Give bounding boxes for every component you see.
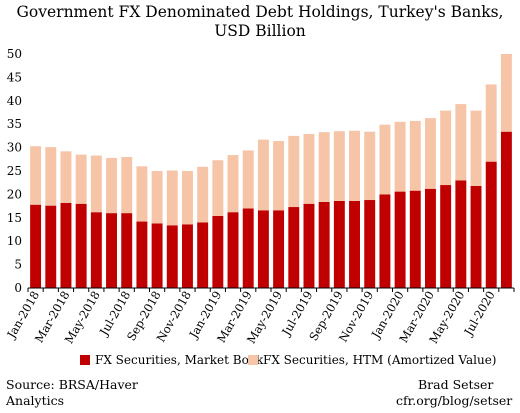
y-tick-label: 15 bbox=[7, 211, 22, 225]
bar-market-book-Mar-2019 bbox=[242, 208, 254, 288]
legend-item-market-book: FX Securities, Market Book bbox=[80, 353, 263, 367]
bar-market-book-Jun-2019 bbox=[288, 207, 300, 288]
bar-market-book-Aug-2020 bbox=[500, 131, 512, 288]
bar-market-book-Feb-2019 bbox=[227, 212, 239, 288]
bar-market-book-Aug-2019 bbox=[318, 201, 330, 288]
bar-market-book-Aug-2018 bbox=[136, 221, 148, 288]
bar-htm-Oct-2018 bbox=[166, 170, 178, 226]
chart-title: Government FX Denominated Debt Holdings,… bbox=[16, 3, 504, 21]
bar-market-book-Jul-2019 bbox=[303, 203, 315, 288]
bar-market-book-Jul-2020 bbox=[485, 161, 497, 288]
bar-htm-Jul-2018 bbox=[121, 156, 133, 214]
bar-market-book-Dec-2019 bbox=[379, 194, 391, 288]
bar-market-book-Apr-2020 bbox=[440, 185, 452, 288]
bar-market-book-Nov-2018 bbox=[182, 224, 193, 288]
bar-market-book-May-2018 bbox=[90, 212, 102, 288]
bar-htm-May-2018 bbox=[90, 155, 102, 213]
y-tick-label: 35 bbox=[7, 117, 22, 131]
y-tick-label: 20 bbox=[7, 187, 22, 201]
bar-htm-Sep-2019 bbox=[333, 131, 345, 201]
bar-market-book-Sep-2018 bbox=[151, 223, 163, 288]
bar-htm-Mar-2019 bbox=[242, 150, 254, 209]
bar-htm-Apr-2020 bbox=[440, 110, 452, 186]
source-note: Source: BRSA/Haver bbox=[6, 377, 138, 392]
bar-market-book-May-2019 bbox=[273, 210, 285, 288]
source-note-2: Analytics bbox=[6, 393, 65, 408]
bar-market-book-Feb-2020 bbox=[409, 190, 421, 288]
bar-market-book-Jun-2020 bbox=[470, 185, 482, 288]
bar-htm-Feb-2019 bbox=[227, 155, 239, 213]
author-name: Brad Setser bbox=[418, 377, 494, 392]
y-tick-label: 40 bbox=[7, 94, 22, 108]
bar-htm-Jan-2019 bbox=[212, 160, 224, 216]
legend-label-htm: FX Securities, HTM (Amortized Value) bbox=[263, 353, 497, 367]
bar-htm-Jun-2020 bbox=[470, 110, 482, 186]
bar-market-book-Jun-2018 bbox=[106, 213, 117, 288]
bar-htm-Aug-2018 bbox=[136, 166, 148, 222]
bar-htm-Jun-2018 bbox=[106, 157, 117, 214]
bar-market-book-Jan-2020 bbox=[394, 191, 406, 288]
bar-market-book-Jan-2018 bbox=[30, 204, 42, 288]
bar-htm-Feb-2018 bbox=[45, 147, 57, 206]
bar-htm-Nov-2019 bbox=[364, 131, 376, 201]
bar-htm-Apr-2019 bbox=[257, 139, 269, 211]
bar-htm-Sep-2018 bbox=[151, 171, 163, 224]
y-tick-label: 45 bbox=[7, 70, 22, 84]
bar-htm-Feb-2020 bbox=[409, 120, 421, 191]
bar-market-book-Oct-2018 bbox=[166, 225, 178, 288]
bar-htm-Oct-2019 bbox=[349, 130, 360, 201]
y-tick-label: 0 bbox=[14, 281, 22, 295]
bar-market-book-Dec-2018 bbox=[197, 222, 209, 288]
bar-htm-Aug-2020 bbox=[500, 54, 512, 132]
y-tick-label: 10 bbox=[7, 234, 22, 248]
y-tick-label: 50 bbox=[7, 47, 22, 61]
bar-market-book-Jul-2018 bbox=[121, 213, 133, 288]
bar-htm-Jul-2019 bbox=[303, 134, 315, 204]
y-tick-label: 30 bbox=[7, 141, 22, 155]
bar-htm-Nov-2018 bbox=[182, 171, 193, 225]
bar-market-book-Oct-2019 bbox=[349, 200, 360, 288]
y-tick-label: 25 bbox=[7, 164, 22, 178]
bar-market-book-Nov-2019 bbox=[364, 200, 376, 288]
bar-htm-Jun-2019 bbox=[288, 135, 300, 208]
y-tick-label: 5 bbox=[14, 258, 22, 272]
bar-market-book-Jan-2019 bbox=[212, 215, 224, 288]
legend-swatch-market-book bbox=[80, 355, 90, 365]
bar-market-book-Feb-2018 bbox=[45, 205, 57, 288]
bar-market-book-Mar-2020 bbox=[425, 188, 436, 288]
bar-market-book-Apr-2019 bbox=[257, 210, 269, 288]
bar-market-book-Mar-2018 bbox=[60, 202, 72, 288]
legend-label-market-book: FX Securities, Market Book bbox=[95, 353, 264, 367]
bar-htm-Mar-2018 bbox=[60, 151, 72, 203]
bar-htm-Aug-2019 bbox=[318, 132, 330, 202]
bar-market-book-May-2020 bbox=[455, 180, 467, 288]
legend-item-htm: FX Securities, HTM (Amortized Value) bbox=[248, 353, 496, 367]
author-url: cfr.org/blog/setser bbox=[396, 393, 513, 408]
bar-market-book-Sep-2019 bbox=[333, 200, 345, 288]
bar-htm-May-2019 bbox=[273, 141, 285, 211]
bar-htm-Mar-2020 bbox=[425, 118, 436, 189]
bar-htm-Dec-2019 bbox=[379, 124, 391, 195]
bar-market-book-Apr-2018 bbox=[75, 203, 87, 288]
chart-subtitle: USD Billion bbox=[214, 22, 306, 40]
bar-htm-Jan-2018 bbox=[30, 146, 42, 205]
bar-htm-Dec-2018 bbox=[197, 166, 209, 223]
bar-htm-Jan-2020 bbox=[394, 121, 406, 192]
legend-swatch-htm bbox=[248, 355, 258, 365]
bar-htm-May-2020 bbox=[455, 104, 467, 181]
bar-htm-Apr-2018 bbox=[75, 154, 87, 204]
bar-htm-Jul-2020 bbox=[485, 84, 497, 162]
